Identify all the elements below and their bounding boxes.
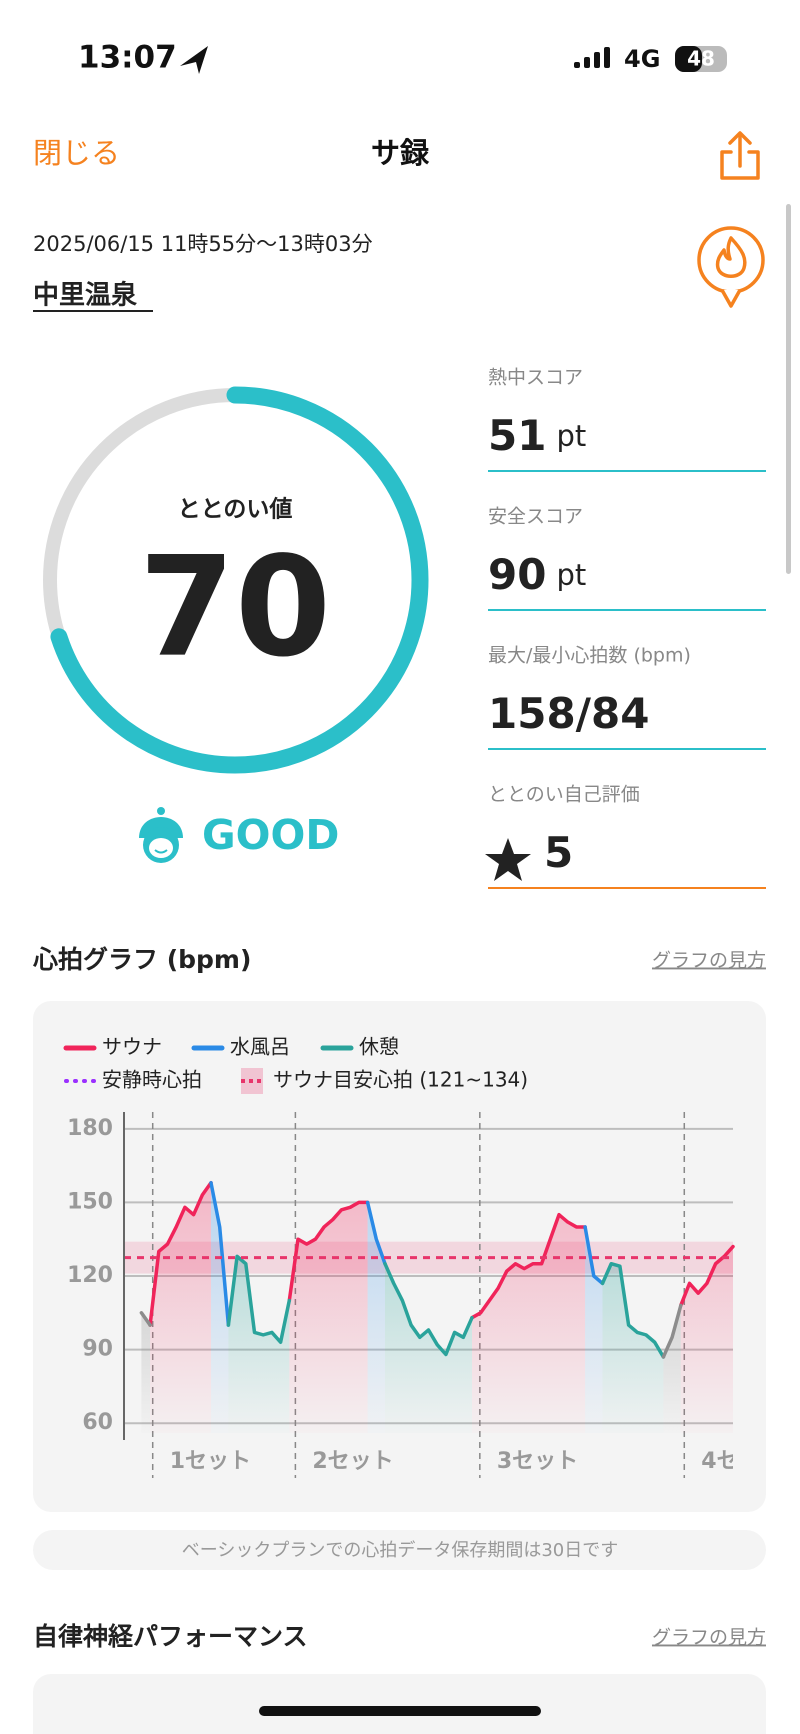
status-time: 13:07 bbox=[78, 40, 177, 76]
legend-label: 安静時心拍 bbox=[102, 1068, 202, 1092]
stats: 熱中スコア 51 pt 安全スコア 90 pt 最大/最小心拍数 (bpm) 158/84 とと… bbox=[485, 367, 766, 889]
series-line bbox=[226, 1254, 666, 1359]
series-line bbox=[209, 1181, 605, 1327]
y-tick-label: 120 bbox=[67, 1263, 113, 1288]
mascot-icon bbox=[139, 807, 183, 863]
chart-title: 心拍グラフ (bpm) bbox=[32, 945, 251, 974]
stat-value: 158/84 bbox=[488, 689, 649, 738]
stat-label: 安全スコア bbox=[488, 506, 583, 528]
section-help-link[interactable]: グラフの見方 bbox=[652, 1627, 766, 1649]
stat-unit: pt bbox=[556, 558, 586, 592]
scrollbar bbox=[786, 204, 791, 574]
y-tick-label: 60 bbox=[82, 1410, 113, 1435]
score-rating: GOOD bbox=[202, 811, 339, 859]
stat-value-text: 90 pt bbox=[488, 550, 586, 599]
share-button[interactable] bbox=[720, 131, 760, 180]
x-tick-label: 2セット bbox=[312, 1449, 393, 1474]
home-indicator bbox=[259, 1706, 541, 1716]
section-card bbox=[33, 1674, 766, 1734]
signal-icon bbox=[574, 47, 610, 68]
legend-label: 休憩 bbox=[359, 1035, 399, 1059]
y-tick-label: 180 bbox=[67, 1116, 113, 1141]
nav-title: サ録 bbox=[371, 136, 430, 170]
stat-value: 51 bbox=[488, 411, 546, 460]
close-button[interactable]: 閉じる bbox=[33, 136, 120, 170]
series-line bbox=[139, 1303, 683, 1359]
legend-label: サウナ目安心拍 (121~134) bbox=[273, 1068, 528, 1092]
stat-unit: pt bbox=[556, 419, 586, 453]
series-line bbox=[148, 1181, 735, 1327]
chart-help-link[interactable]: グラフの見方 bbox=[652, 950, 766, 972]
location-icon bbox=[180, 46, 208, 74]
stat-label: ととのい自己評価 bbox=[488, 784, 640, 806]
notice: ベーシックプランでの心拍データ保存期間は30日です bbox=[182, 1540, 619, 1561]
stat-label: 最大/最小心拍数 (bpm) bbox=[488, 645, 691, 667]
stat-value-text: 5 bbox=[544, 828, 573, 877]
stat-value: 90 bbox=[488, 550, 546, 599]
stat-value: 5 bbox=[544, 828, 573, 877]
network: 4G bbox=[624, 45, 660, 73]
battery-text: 48 bbox=[687, 47, 715, 71]
x-tick-label: 4セット bbox=[701, 1449, 782, 1474]
score-value: 70 bbox=[139, 527, 331, 688]
star-icon bbox=[485, 838, 531, 881]
x-tick-label: 1セット bbox=[170, 1449, 251, 1474]
y-tick-label: 150 bbox=[67, 1189, 113, 1214]
legend-label: 水風呂 bbox=[230, 1035, 290, 1059]
legend-label: サウナ bbox=[102, 1035, 162, 1059]
x-tick-label: 3セット bbox=[497, 1449, 578, 1474]
stat-label: 熱中スコア bbox=[488, 367, 583, 389]
stat-value-text: 158/84 bbox=[488, 689, 649, 738]
notice-pill bbox=[33, 1530, 766, 1570]
series-area bbox=[150, 1182, 734, 1433]
score-label: ととのい値 bbox=[178, 497, 293, 523]
battery-level bbox=[675, 46, 702, 72]
score-ring bbox=[41, 386, 429, 774]
y-tick-label: 90 bbox=[82, 1337, 113, 1362]
session-datetime: 2025/06/15 11時55分〜13時03分 bbox=[33, 232, 373, 256]
stat-value-text: 51 pt bbox=[488, 411, 586, 460]
session-place: 中里温泉 bbox=[33, 280, 138, 311]
section-title: 自律神経パフォーマンス bbox=[33, 1622, 308, 1651]
fire-icon[interactable] bbox=[697, 226, 765, 308]
